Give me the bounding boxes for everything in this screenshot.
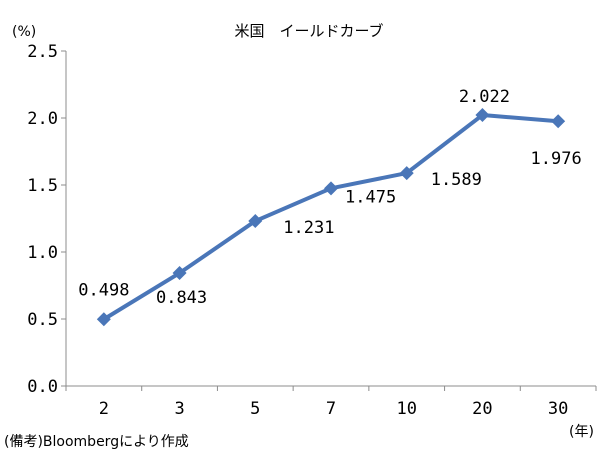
source-note: (備考)Bloombergにより作成 [4, 434, 189, 450]
x-tick-label: 10 [396, 399, 416, 419]
y-tick-label: 2.5 [27, 42, 58, 62]
data-label: 1.976 [531, 149, 582, 169]
chart-title: 米国 イールドカーブ [234, 22, 383, 40]
data-point-marker [96, 312, 111, 327]
x-tick-label: 2 [99, 399, 109, 419]
data-label: 1.231 [283, 218, 334, 238]
series-yield [96, 108, 566, 327]
x-tick-label: 7 [326, 399, 336, 419]
y-tick-label: 0.0 [27, 377, 58, 397]
data-point-marker [551, 114, 566, 129]
data-label: 0.843 [156, 288, 207, 308]
data-labels: 0.498 0.843 1.231 1.475 1.589 2.022 1.976 [78, 87, 581, 308]
data-label: 2.022 [459, 87, 510, 107]
data-point-marker [172, 266, 187, 281]
x-axis-unit-label: (年) [569, 424, 594, 440]
y-tick-label: 0.5 [27, 310, 58, 330]
x-tick-label: 20 [472, 399, 492, 419]
y-axis: 0.0 0.5 1.0 1.5 2.0 2.5 [27, 42, 67, 397]
x-tick-label: 3 [174, 399, 184, 419]
data-label: 0.498 [78, 280, 129, 300]
data-point-marker [399, 166, 414, 181]
data-point-marker [475, 108, 490, 123]
data-point-marker [248, 214, 263, 229]
x-axis: 2 3 5 7 10 20 30 [65, 385, 597, 419]
y-tick-label: 1.5 [27, 176, 58, 196]
x-tick-label: 5 [250, 399, 260, 419]
data-label: 1.475 [345, 187, 396, 207]
data-point-marker [324, 181, 338, 196]
y-tick-label: 1.0 [27, 243, 58, 263]
x-tick-label: 30 [548, 399, 568, 419]
y-axis-unit-label: (%) [12, 24, 36, 40]
data-label: 1.589 [431, 170, 482, 190]
y-tick-label: 2.0 [27, 109, 58, 129]
